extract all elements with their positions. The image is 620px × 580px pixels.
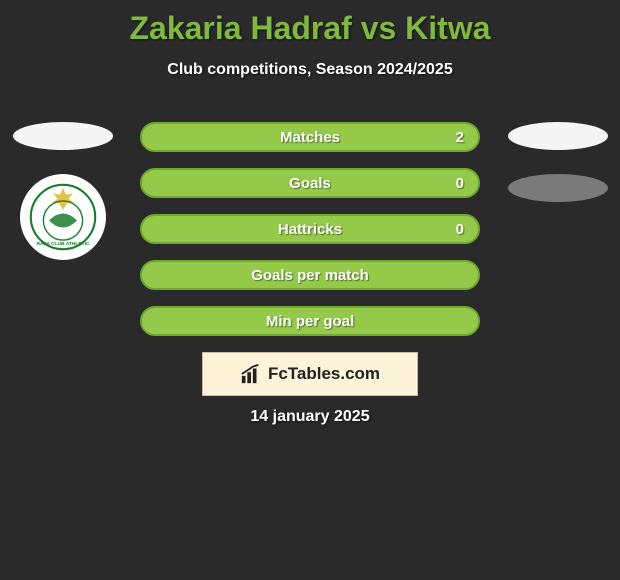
stat-value: 0 [456, 221, 464, 238]
page-title: Zakaria Hadraf vs Kitwa [0, 0, 620, 47]
right-column [505, 122, 610, 226]
club-crest-icon: RAJA CLUB ATHLETIC [28, 182, 98, 252]
date-line: 14 january 2025 [0, 408, 620, 426]
left-column: RAJA CLUB ATHLETIC [10, 122, 115, 260]
brand-text: FcTables.com [268, 364, 380, 384]
stat-value: 0 [456, 175, 464, 192]
stat-bar-min-per-goal: Min per goal [140, 306, 480, 336]
stat-label: Goals [289, 175, 331, 192]
brand-box: FcTables.com [202, 352, 418, 396]
player-oval-right-1 [508, 122, 608, 150]
player-oval-right-2 [508, 174, 608, 202]
stat-label: Hattricks [278, 221, 342, 238]
stat-bars: Matches 2 Goals 0 Hattricks 0 Goals per … [140, 122, 480, 352]
subtitle: Club competitions, Season 2024/2025 [0, 61, 620, 79]
stat-bar-matches: Matches 2 [140, 122, 480, 152]
club-badge-left: RAJA CLUB ATHLETIC [20, 174, 106, 260]
stat-bar-goals: Goals 0 [140, 168, 480, 198]
chart-icon [240, 363, 262, 385]
stat-label: Min per goal [266, 313, 354, 330]
stat-bar-goals-per-match: Goals per match [140, 260, 480, 290]
svg-text:RAJA CLUB ATHLETIC: RAJA CLUB ATHLETIC [36, 241, 90, 247]
player-oval-left [13, 122, 113, 150]
stat-bar-hattricks: Hattricks 0 [140, 214, 480, 244]
stat-value: 2 [456, 129, 464, 146]
stat-label: Goals per match [251, 267, 369, 284]
stat-label: Matches [280, 129, 340, 146]
